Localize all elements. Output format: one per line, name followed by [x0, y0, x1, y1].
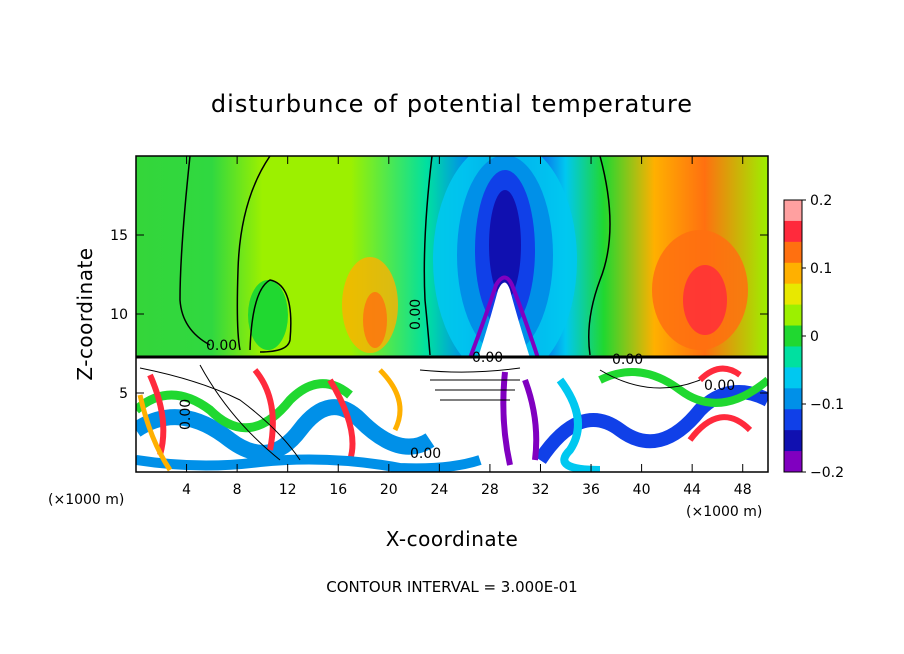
- lower-green-band-1: [136, 379, 353, 433]
- contour-label: 0.00: [704, 378, 735, 394]
- colorbar-swatch: [784, 409, 802, 431]
- warm-anomaly-right-core: [683, 265, 727, 335]
- colorbar: [783, 199, 803, 473]
- heatmap-field: [136, 156, 768, 472]
- x-unit-right: (×1000 m): [686, 504, 762, 520]
- contour-line: [423, 156, 433, 356]
- colorbar-tick-label: −0.1: [810, 397, 844, 413]
- contour-interval-note: CONTOUR INTERVAL = 3.000E-01: [326, 578, 577, 596]
- x-tick-label: 24: [430, 482, 448, 498]
- x-tick-label: 48: [734, 482, 752, 498]
- colorbar-tick-label: 0.2: [810, 193, 832, 209]
- contour-line: [588, 156, 611, 356]
- x-unit-left: (×1000 m): [48, 492, 124, 508]
- colorbar-swatch: [784, 304, 802, 327]
- colorbar-ticks: 0.2 0.1 0 −0.1 −0.2: [802, 193, 844, 481]
- contour-label: 0.00: [408, 299, 424, 330]
- white-spike: [478, 282, 530, 358]
- colorbar-tick-label: −0.2: [810, 465, 844, 481]
- y-tick-label: 10: [110, 307, 128, 323]
- x-tick-label: 32: [532, 482, 550, 498]
- colorbar-swatch: [784, 388, 802, 410]
- colorbar-swatch: [784, 346, 802, 368]
- chart-title: disturbunce of potential temperature: [211, 90, 693, 118]
- contour-line: [139, 364, 701, 461]
- lower-purple-vortex: [500, 371, 540, 466]
- x-tick-label: 4: [182, 482, 191, 498]
- lower-field: [136, 358, 768, 472]
- lower-cyan-band: [556, 377, 601, 472]
- x-axis-label: X-coordinate: [386, 527, 519, 551]
- y-axis-ticks: 5 10 15: [110, 228, 768, 402]
- colorbar-swatch: [784, 200, 802, 222]
- white-spike-edge: [468, 275, 540, 359]
- colorbar-swatch: [784, 283, 802, 306]
- x-tick-label: 36: [582, 482, 600, 498]
- contour-label: 0.00: [206, 338, 237, 354]
- x-tick-label: 8: [233, 482, 242, 498]
- contour-label: 0.00: [410, 446, 441, 462]
- x-tick-label: 12: [279, 482, 297, 498]
- colorbar-swatch: [784, 325, 802, 347]
- x-tick-label: 16: [329, 482, 347, 498]
- x-tick-label: 20: [380, 482, 398, 498]
- lower-red-band-1: [147, 368, 356, 461]
- colorbar-tick-label: 0.1: [810, 261, 832, 277]
- colorbar-swatch: [784, 262, 802, 285]
- x-tick-label: 40: [633, 482, 651, 498]
- colorbar-tick-label: 0: [810, 329, 819, 345]
- contour-line: [236, 156, 271, 351]
- cold-plume-core: [489, 190, 521, 300]
- colorbar-swatch: [784, 430, 802, 452]
- contour-label: 0.00: [472, 350, 503, 366]
- lower-red-band-2: [687, 365, 753, 442]
- green-cell-left: [248, 280, 288, 350]
- contour-line: [179, 156, 211, 346]
- colorbar-swatch: [784, 451, 802, 473]
- lower-yellow-band: [137, 368, 403, 472]
- contour-label: 0.00: [612, 352, 643, 368]
- x-tick-label: 28: [481, 482, 499, 498]
- colorbar-swatch: [784, 367, 802, 389]
- x-tick-label: 44: [683, 482, 701, 498]
- x-axis-ticks: 4 8 12 16 20 24 28 32 36 40 44 48: [182, 156, 752, 498]
- warm-anomaly-mid-core: [363, 292, 387, 348]
- y-tick-label: 5: [119, 386, 128, 402]
- contour-label: 0.00: [178, 399, 194, 430]
- lower-green-band-2: [598, 368, 768, 407]
- y-axis-label: Z-coordinate: [73, 247, 97, 380]
- lower-blue-band-1: [136, 399, 435, 461]
- colorbar-swatch: [784, 220, 802, 243]
- y-tick-label: 15: [110, 228, 128, 244]
- contour-line: [249, 279, 292, 353]
- colorbar-swatch: [784, 241, 802, 264]
